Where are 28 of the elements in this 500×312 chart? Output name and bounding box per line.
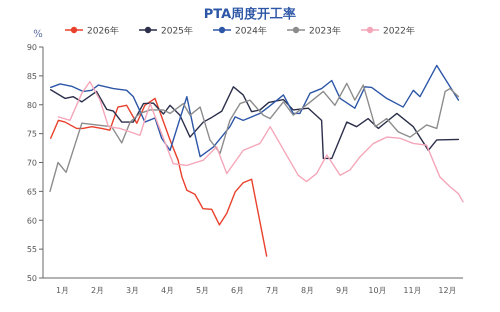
xtick: 7月: [266, 286, 280, 295]
xtick: 3月: [126, 286, 140, 295]
y-axis-title: %: [33, 29, 43, 40]
xtick: 5月: [196, 286, 210, 295]
y-tick-label: 75: [26, 130, 37, 139]
xtick: 9月: [336, 286, 350, 295]
xtick: 4月: [160, 286, 174, 295]
y-tick-label: 90: [26, 43, 37, 52]
legend-label: 2025年: [161, 26, 193, 36]
xtick: 8月: [300, 286, 314, 295]
xtick: 6月: [230, 286, 244, 295]
chart-title: PTA周度开工率: [204, 6, 296, 22]
legend-label: 2026年: [87, 26, 119, 36]
y-tick-label: 55: [26, 245, 37, 254]
xtick: 2月: [90, 286, 104, 295]
xtick: 12月: [438, 286, 457, 295]
legend-label: 2023年: [309, 26, 341, 36]
y-tick-label: 85: [26, 72, 37, 81]
y-tick-label: 60: [26, 216, 37, 226]
xtick: 11月: [403, 286, 422, 295]
xtick: 10月: [368, 286, 387, 295]
y-tick-label: 70: [26, 158, 37, 168]
legend-label: 2022年: [383, 26, 415, 36]
legend-label: 2024年: [235, 26, 267, 36]
xtick: 1月: [56, 286, 70, 295]
y-tick-label: 50: [26, 274, 37, 283]
y-tick-label: 65: [26, 187, 37, 196]
y-tick-label: 80: [26, 100, 37, 110]
